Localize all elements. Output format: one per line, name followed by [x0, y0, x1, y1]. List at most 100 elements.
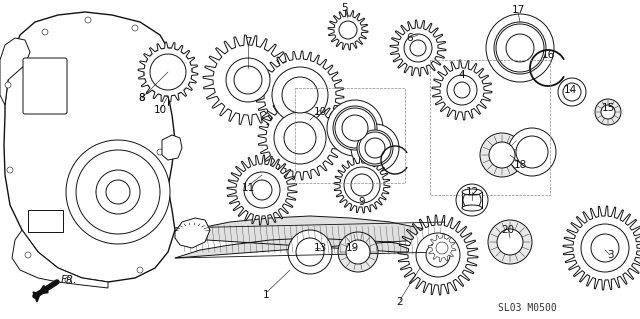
Circle shape: [248, 176, 276, 204]
Text: 8: 8: [139, 93, 145, 103]
Circle shape: [463, 191, 481, 209]
Circle shape: [436, 242, 448, 254]
Circle shape: [234, 66, 262, 94]
Text: 1: 1: [262, 290, 269, 300]
Circle shape: [335, 108, 375, 148]
Circle shape: [508, 128, 556, 176]
Circle shape: [272, 67, 328, 123]
Circle shape: [274, 69, 326, 121]
Polygon shape: [138, 42, 198, 102]
FancyBboxPatch shape: [23, 58, 67, 114]
Circle shape: [346, 240, 370, 264]
Circle shape: [144, 48, 192, 96]
Circle shape: [351, 174, 373, 196]
Circle shape: [486, 14, 554, 82]
Circle shape: [359, 132, 391, 164]
Circle shape: [406, 36, 430, 60]
Circle shape: [595, 99, 621, 125]
Text: 16: 16: [541, 50, 555, 60]
Circle shape: [276, 114, 324, 162]
Circle shape: [25, 252, 31, 258]
Ellipse shape: [462, 205, 482, 211]
Circle shape: [159, 57, 165, 63]
Circle shape: [282, 77, 318, 113]
Circle shape: [85, 17, 91, 23]
Circle shape: [347, 170, 377, 200]
Circle shape: [447, 75, 477, 105]
Text: 4: 4: [459, 70, 465, 80]
Circle shape: [587, 230, 623, 266]
Circle shape: [137, 267, 143, 273]
Circle shape: [581, 224, 629, 272]
Circle shape: [274, 112, 326, 164]
Circle shape: [150, 54, 186, 90]
Circle shape: [494, 22, 546, 74]
Circle shape: [7, 167, 13, 173]
Text: 10: 10: [314, 107, 326, 117]
Text: 20: 20: [501, 225, 515, 235]
Circle shape: [558, 78, 586, 106]
Circle shape: [404, 34, 432, 62]
Circle shape: [454, 82, 470, 98]
Ellipse shape: [462, 189, 482, 195]
Circle shape: [333, 106, 377, 150]
Circle shape: [351, 124, 399, 172]
Circle shape: [152, 56, 184, 88]
Circle shape: [365, 138, 385, 158]
Polygon shape: [334, 157, 390, 213]
Polygon shape: [12, 230, 108, 288]
Polygon shape: [398, 215, 478, 295]
Polygon shape: [175, 216, 445, 258]
Circle shape: [228, 60, 268, 100]
Circle shape: [132, 25, 138, 31]
Circle shape: [327, 100, 383, 156]
Text: 8: 8: [139, 93, 145, 103]
Circle shape: [488, 220, 532, 264]
Text: 7: 7: [244, 37, 252, 47]
Polygon shape: [33, 292, 40, 302]
Circle shape: [244, 172, 280, 208]
Circle shape: [563, 83, 581, 101]
Text: 3: 3: [607, 250, 613, 260]
Text: 15: 15: [602, 103, 614, 113]
Circle shape: [416, 233, 460, 277]
Circle shape: [42, 29, 48, 35]
Circle shape: [489, 142, 515, 168]
Circle shape: [497, 229, 523, 255]
Polygon shape: [563, 206, 640, 290]
Circle shape: [506, 34, 534, 62]
Text: 13: 13: [314, 243, 326, 253]
Circle shape: [591, 234, 619, 262]
Circle shape: [96, 170, 140, 214]
Bar: [28, 210, 63, 232]
Text: FR.: FR.: [61, 275, 77, 285]
Polygon shape: [203, 35, 293, 125]
Polygon shape: [328, 10, 368, 50]
Text: 10: 10: [154, 105, 166, 115]
Circle shape: [157, 149, 163, 155]
Circle shape: [284, 122, 316, 154]
Polygon shape: [0, 38, 30, 105]
Text: 5: 5: [342, 3, 348, 13]
Polygon shape: [428, 234, 456, 262]
Text: 18: 18: [513, 160, 527, 170]
Circle shape: [65, 277, 71, 283]
Polygon shape: [432, 60, 492, 120]
Circle shape: [296, 238, 324, 266]
Circle shape: [226, 58, 270, 102]
Circle shape: [422, 239, 454, 271]
Text: 14: 14: [563, 85, 577, 95]
Circle shape: [66, 140, 170, 244]
Text: 6: 6: [406, 33, 413, 43]
Polygon shape: [162, 135, 182, 160]
Circle shape: [288, 230, 332, 274]
Text: 2: 2: [397, 297, 403, 307]
Text: 11: 11: [241, 183, 255, 193]
Circle shape: [357, 130, 393, 166]
Circle shape: [344, 167, 380, 203]
Circle shape: [601, 105, 615, 119]
Circle shape: [5, 82, 11, 88]
Polygon shape: [258, 96, 342, 180]
Polygon shape: [256, 51, 344, 139]
Polygon shape: [175, 218, 210, 248]
